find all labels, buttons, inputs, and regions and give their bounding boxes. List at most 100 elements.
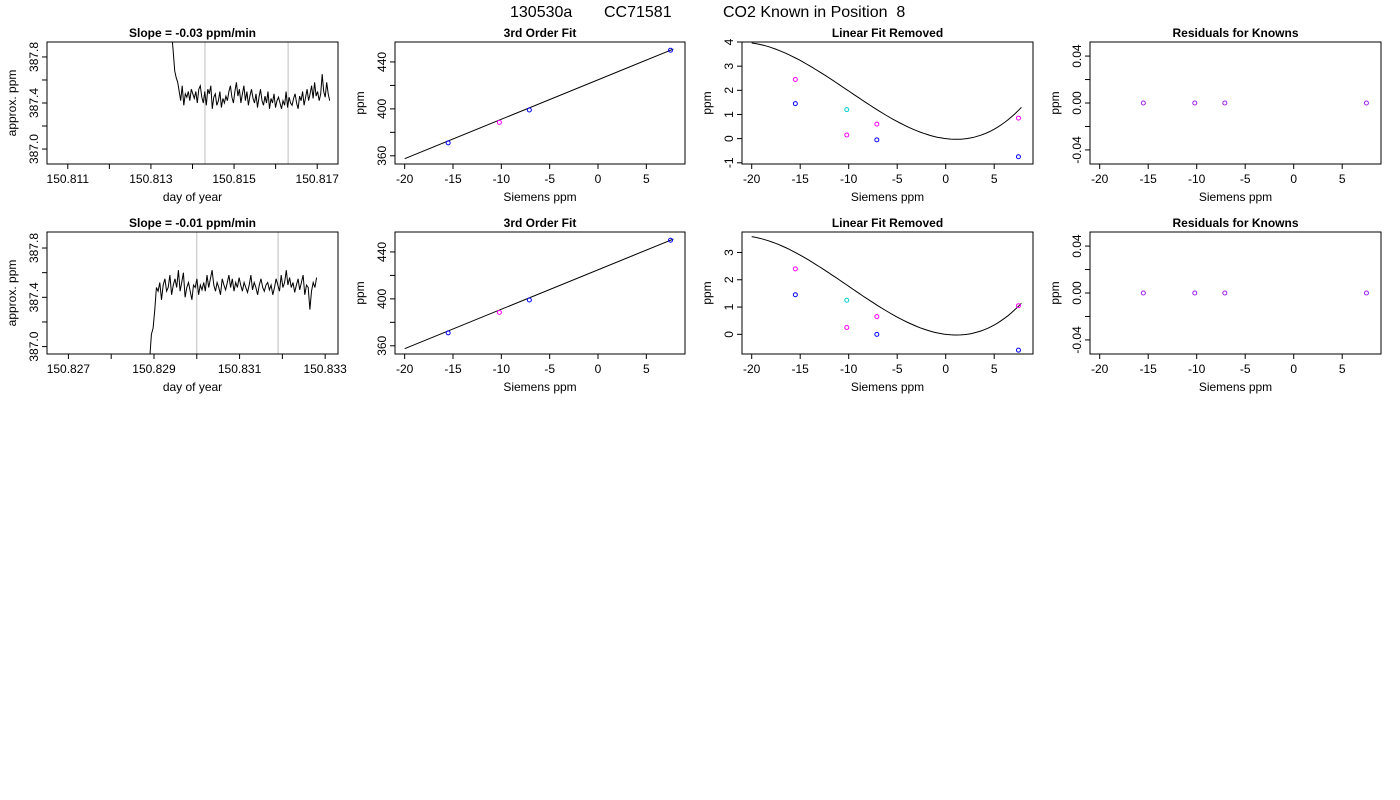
data-point <box>496 309 502 315</box>
x-tick-label: 150.817 <box>296 172 340 186</box>
main-title-description: CO2 Known in Position 8 <box>723 4 905 21</box>
series-line <box>149 270 318 354</box>
y-tick-label: 1 <box>722 303 736 310</box>
data-point <box>1140 290 1146 296</box>
y-tick-label: 0 <box>722 135 736 142</box>
y-axis-label: ppm <box>700 281 714 304</box>
x-axis-label: Siemens ppm <box>851 380 924 394</box>
panel-1-2: 3rd Order Fit -20 -15 -10 -5 0 5 360 400 440 Sieme… <box>353 26 686 204</box>
fit-curve <box>751 42 1022 140</box>
x-tick-label: -15 <box>792 172 810 186</box>
x-tick-label: -15 <box>1140 362 1158 376</box>
x-tick-label: 5 <box>643 362 650 376</box>
y-tick-label: 2 <box>722 276 736 283</box>
panel-marks <box>751 42 1022 160</box>
panel-title: 3rd Order Fit <box>504 216 577 230</box>
x-tick-label: 0 <box>942 362 949 376</box>
plot-frame <box>46 41 339 165</box>
x-tick-label: 0 <box>942 172 949 186</box>
data-point <box>1222 100 1228 106</box>
y-tick-label: 0.00 <box>1070 281 1084 305</box>
data-point <box>874 121 880 127</box>
x-axis-label: Siemens ppm <box>503 380 576 394</box>
y-tick-label: 0.04 <box>1070 44 1084 68</box>
data-point <box>496 119 502 125</box>
x-tick-label: -5 <box>892 172 903 186</box>
panel-grid: Slope = -0.03 ppm/min 150.811 150.813 150.8… <box>5 26 1382 394</box>
data-point <box>874 331 880 337</box>
y-tick-label: 400 <box>375 289 389 309</box>
plot-frame <box>46 231 339 355</box>
y-tick-label: 0 <box>722 331 736 338</box>
y-tick-label: 440 <box>375 242 389 262</box>
x-tick-label: 0 <box>1290 172 1297 186</box>
data-point <box>844 107 850 113</box>
panel-1-1: Slope = -0.03 ppm/min 150.811 150.813 150.8… <box>5 26 339 204</box>
x-axis-label: Siemens ppm <box>1199 380 1272 394</box>
x-tick-label: 5 <box>991 172 998 186</box>
x-tick-label: -20 <box>1091 172 1109 186</box>
data-point <box>1140 100 1146 106</box>
data-point <box>1192 100 1198 106</box>
x-tick-label: -20 <box>396 172 414 186</box>
panel-marks <box>751 236 1022 353</box>
data-point <box>1192 290 1198 296</box>
data-point <box>844 297 850 303</box>
data-point <box>1015 154 1021 160</box>
panel-marks <box>404 237 674 350</box>
y-axis-label: ppm <box>1048 281 1062 304</box>
x-tick-label: -5 <box>1240 362 1251 376</box>
x-tick-label: -15 <box>1140 172 1158 186</box>
x-tick-label: -10 <box>1188 172 1206 186</box>
x-tick-label: -10 <box>493 362 511 376</box>
fit-curve <box>751 236 1022 336</box>
y-tick-label: 387.8 <box>27 42 41 72</box>
panel-1-4: Residuals for Knowns -20 -15 -10 -5 0 5 -0.04 0.… <box>1048 26 1382 204</box>
y-tick-label: 387.4 <box>27 282 41 312</box>
data-point <box>445 140 451 146</box>
y-tick-label: 387.8 <box>27 233 41 263</box>
x-tick-label: -10 <box>840 362 858 376</box>
x-tick-label: 150.827 <box>47 362 91 376</box>
panel-marks <box>1140 290 1369 296</box>
data-point <box>668 47 673 53</box>
y-tick-label: 400 <box>375 99 389 119</box>
x-tick-label: 5 <box>991 362 998 376</box>
data-point <box>445 330 451 336</box>
panel-title: 3rd Order Fit <box>504 26 577 40</box>
x-tick-label: 150.815 <box>212 172 256 186</box>
x-tick-label: -20 <box>396 362 414 376</box>
x-tick-label: -5 <box>544 172 555 186</box>
panel-title: Linear Fit Removed <box>832 26 943 40</box>
y-axis-label: ppm <box>700 91 714 114</box>
y-tick-label: 387.4 <box>27 88 41 118</box>
data-point <box>874 314 880 320</box>
y-tick-label: 0.00 <box>1070 91 1084 115</box>
y-tick-label: 387.0 <box>27 134 41 164</box>
main-title-run-id: 130530a <box>510 4 572 21</box>
data-point <box>844 325 850 331</box>
data-point <box>526 107 532 113</box>
x-tick-label: -15 <box>444 172 462 186</box>
x-tick-label: 5 <box>643 172 650 186</box>
panel-title: Slope = -0.03 ppm/min <box>129 26 256 40</box>
x-axis-label: Siemens ppm <box>1199 190 1272 204</box>
x-tick-label: 150.833 <box>303 362 347 376</box>
panel-title: Slope = -0.01 ppm/min <box>129 216 256 230</box>
x-tick-label: -20 <box>743 362 761 376</box>
data-point <box>1015 347 1021 353</box>
y-tick-label: 3 <box>722 249 736 256</box>
x-tick-label: -10 <box>840 172 858 186</box>
panel-title: Linear Fit Removed <box>832 216 943 230</box>
plot-frame <box>741 231 1034 355</box>
y-axis-label: ppm <box>1048 91 1062 114</box>
x-axis-label: day of year <box>163 380 222 394</box>
data-point <box>792 76 798 82</box>
data-point <box>668 237 673 243</box>
panel-2-1: Slope = -0.01 ppm/min 150.827 150.829 150.8… <box>5 216 347 394</box>
y-axis-label: ppm <box>353 281 367 304</box>
y-axis-label: ppm <box>353 91 367 114</box>
panel-2-4: Residuals for Knowns -20 -15 -10 -5 0 5 -0.04 0.… <box>1048 216 1382 394</box>
